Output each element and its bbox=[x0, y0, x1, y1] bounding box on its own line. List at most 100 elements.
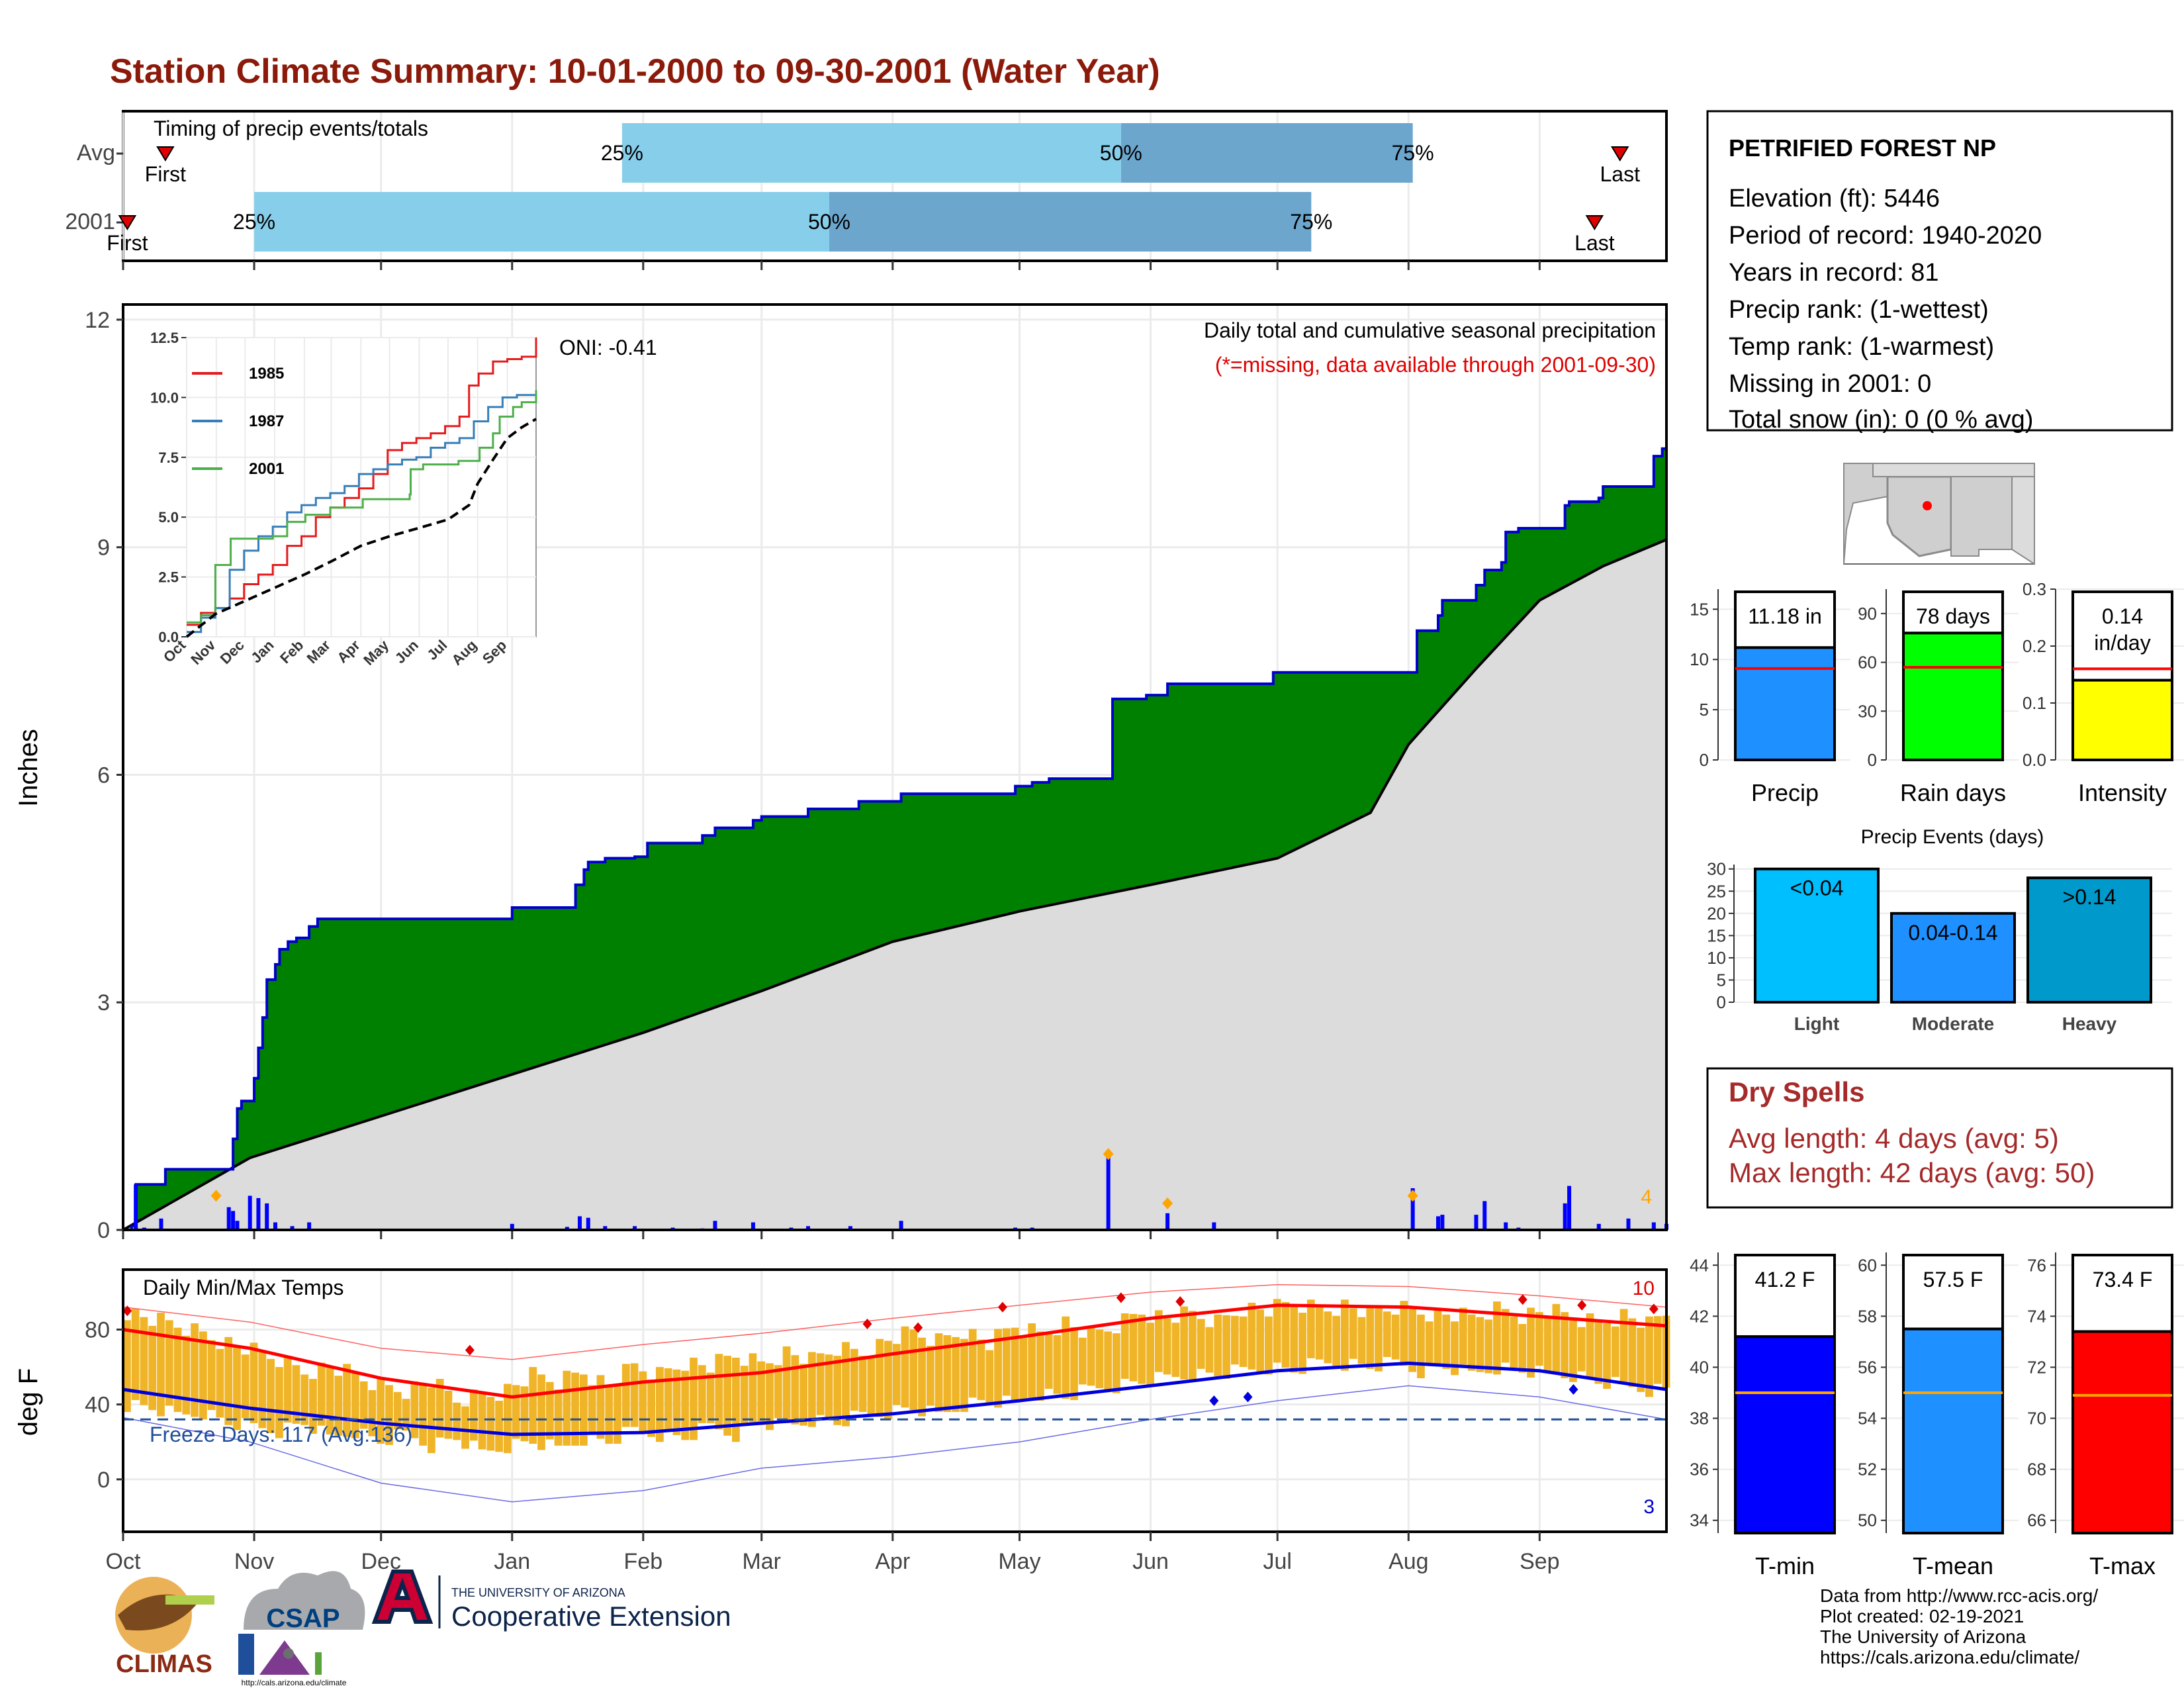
daily-temp-range-bar bbox=[723, 1356, 732, 1436]
precip-ytick-label: 9 bbox=[97, 536, 110, 561]
timing-first-label: First bbox=[107, 231, 148, 255]
month-label: Sep bbox=[1520, 1549, 1560, 1574]
mini-category-label: T-mean bbox=[1913, 1552, 1993, 1579]
inset-ytick-label: 0.0 bbox=[158, 629, 179, 645]
inset-ytick-label: 10.0 bbox=[150, 389, 179, 406]
daily-precip-bar bbox=[256, 1197, 261, 1230]
timing-pct-label: 25% bbox=[233, 210, 275, 234]
daily-temp-range-bar bbox=[1222, 1315, 1230, 1379]
mini-ytick-label: 56 bbox=[1858, 1357, 1877, 1377]
daily-temp-range-bar bbox=[216, 1348, 224, 1418]
daily-temp-range-bar bbox=[359, 1381, 368, 1429]
mini-ytick-label: 38 bbox=[1690, 1409, 1709, 1429]
mini-value-bar bbox=[1902, 632, 2004, 761]
inset-series-line bbox=[187, 338, 537, 626]
daily-temp-range-bar bbox=[1011, 1327, 1019, 1401]
timing-first-marker bbox=[156, 146, 175, 162]
daily-temp-range-bar bbox=[444, 1390, 453, 1439]
mini-ytick-label: 0.2 bbox=[2023, 636, 2046, 656]
climas-logo: CLIMAS bbox=[115, 1577, 214, 1678]
daily-temp-range-bar bbox=[588, 1385, 596, 1434]
dry-spells-box: Dry Spells Avg length: 4 days (avg: 5) M… bbox=[1706, 1067, 2173, 1209]
mini-ytick-label: 10 bbox=[1690, 649, 1709, 669]
temps-caption: Daily Min/Max Temps bbox=[143, 1276, 343, 1299]
daily-temp-range-bar bbox=[1248, 1302, 1256, 1370]
daily-temp-range-bar bbox=[1239, 1316, 1248, 1368]
mini-value-bar bbox=[1734, 1335, 1836, 1534]
daily-temp-range-bar bbox=[656, 1367, 664, 1442]
map-state-nm bbox=[1950, 476, 2013, 557]
mini-ytick-label: 0 bbox=[1868, 750, 1877, 770]
csap-cloud-icon bbox=[244, 1571, 365, 1630]
mini-value-label: 57.5 F bbox=[1923, 1268, 1983, 1291]
mini-ytick-label: 60 bbox=[1858, 653, 1877, 673]
daily-temp-range-bar bbox=[1603, 1323, 1611, 1389]
mini-ytick-label: 34 bbox=[1690, 1511, 1709, 1530]
daily-temp-range-bar bbox=[1357, 1317, 1366, 1364]
daily-temp-range-bar bbox=[182, 1335, 191, 1415]
daily-temp-range-bar bbox=[1433, 1307, 1442, 1367]
daily-precip-bar bbox=[751, 1222, 755, 1230]
mini-label-box bbox=[1734, 590, 1836, 649]
precip-ytick-label: 3 bbox=[97, 990, 110, 1015]
station-missing: Missing in 2001: 0 bbox=[1729, 370, 1931, 398]
dry-spells-frame bbox=[1706, 1067, 2173, 1209]
location-map bbox=[1843, 463, 2035, 565]
daily-temp-range-bar bbox=[842, 1342, 850, 1427]
daily-precip-bar bbox=[231, 1211, 236, 1230]
daily-temp-range-bar bbox=[1002, 1328, 1011, 1396]
csap-wordmark: CSAP bbox=[266, 1604, 340, 1633]
daily-temp-range-bar bbox=[1315, 1307, 1324, 1360]
inset-legend-label: 2001 bbox=[249, 460, 284, 478]
precip-frame bbox=[122, 303, 1668, 1231]
daily-precip-bar bbox=[713, 1221, 717, 1230]
daily-temp-range-bar bbox=[1197, 1319, 1205, 1369]
daily-temp-range-bar bbox=[909, 1329, 918, 1411]
daily-temp-range-bar bbox=[1442, 1314, 1451, 1369]
daily-precip-bar bbox=[603, 1226, 608, 1230]
daily-temp-range-bar bbox=[934, 1333, 943, 1412]
daily-temp-range-bar bbox=[173, 1327, 182, 1412]
daily-temp-range-bar bbox=[191, 1323, 199, 1417]
mini-ytick-label: 15 bbox=[1690, 599, 1709, 619]
daily-temp-range-bar bbox=[495, 1401, 504, 1452]
daily-temp-range-bar bbox=[1028, 1323, 1036, 1401]
timing-pct-label: 75% bbox=[1392, 141, 1434, 165]
daily-temp-range-bar bbox=[1036, 1331, 1044, 1401]
daily-temp-range-bar bbox=[1113, 1333, 1120, 1393]
daily-precip-bar bbox=[290, 1226, 295, 1230]
mini-ytick-label: 42 bbox=[1690, 1306, 1709, 1326]
timing-bar-50-75 bbox=[829, 192, 1312, 252]
map-northern-states bbox=[1872, 463, 2035, 477]
daily-temp-range-bar bbox=[757, 1361, 766, 1425]
daily-temp-range-bar bbox=[816, 1353, 825, 1415]
daily-temp-range-bar bbox=[233, 1346, 241, 1430]
daily-temp-range-bar bbox=[453, 1402, 461, 1440]
daily-temp-range-bar bbox=[1518, 1324, 1527, 1373]
timing-bar-50-75 bbox=[1120, 123, 1413, 183]
station-info-box: PETRIFIED FOREST NP Elevation (ft): 5446… bbox=[1706, 110, 2173, 434]
daily-temp-range-bar bbox=[926, 1346, 934, 1406]
daily-temp-range-bar bbox=[1383, 1311, 1391, 1357]
daily-temp-range-bar bbox=[1129, 1313, 1138, 1382]
daily-precip-bar bbox=[235, 1221, 240, 1230]
station-precip-rank: Precip rank: (1-wettest) bbox=[1729, 296, 1989, 324]
temps-ytick-label: 40 bbox=[85, 1393, 110, 1418]
climatology-line bbox=[122, 538, 1667, 1231]
footer-line-3: The University of Arizona bbox=[1820, 1626, 2026, 1647]
inset-ytick-label: 12.5 bbox=[150, 330, 179, 346]
daily-precip-bar bbox=[848, 1226, 852, 1230]
ua-a-icon bbox=[371, 1570, 433, 1624]
timing-caption: Timing of precip events/totals bbox=[154, 117, 428, 140]
daily-precip-bar bbox=[248, 1196, 252, 1230]
csap-logo: CSAP http://cals.arizona.edu/climate bbox=[238, 1571, 365, 1687]
daily-temp-range-bar bbox=[968, 1329, 977, 1398]
precip-total-chart: 0 5 10 15 11.18 in Precip bbox=[1690, 589, 1850, 806]
daily-temp-range-bar bbox=[672, 1369, 681, 1435]
daily-temp-range-bar bbox=[1484, 1319, 1493, 1374]
month-label: Apr bbox=[875, 1549, 910, 1574]
events-bar bbox=[2026, 876, 2152, 1004]
daily-temp-range-bar bbox=[478, 1393, 486, 1450]
daily-temp-range-bar bbox=[808, 1352, 816, 1427]
daily-precip-bar bbox=[806, 1226, 811, 1230]
